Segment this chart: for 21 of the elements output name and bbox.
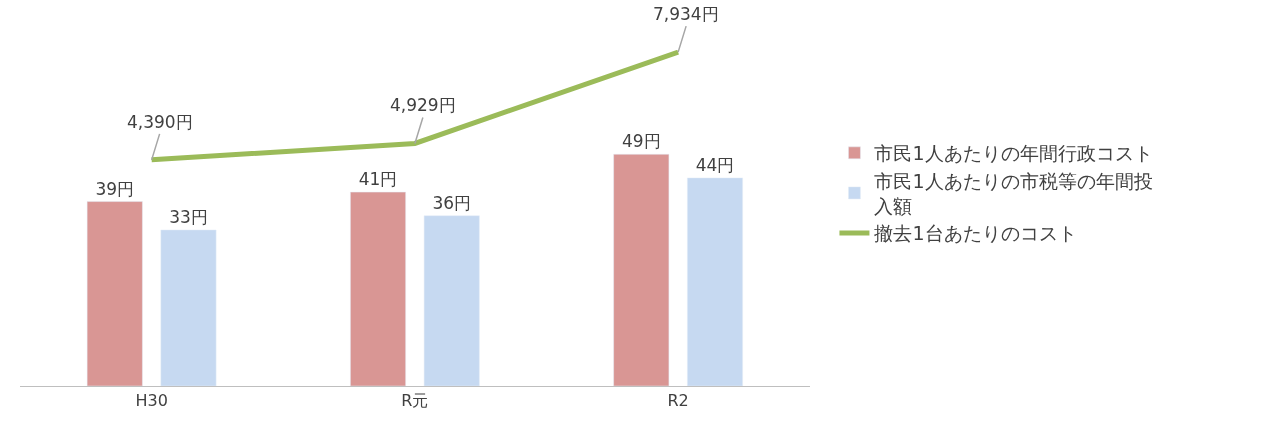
- data-label: 33円: [169, 206, 208, 227]
- bar: [350, 191, 406, 386]
- bar: [687, 177, 743, 386]
- bar: [423, 215, 480, 386]
- bar: [160, 229, 217, 386]
- bar: [86, 201, 143, 386]
- data-label: 39円: [95, 178, 135, 199]
- bar: [613, 154, 670, 386]
- data-label: 7,934円: [653, 4, 719, 24]
- data-label: 49円: [621, 131, 661, 152]
- x-tick-label: R2: [667, 391, 689, 411]
- data-label: 41円: [358, 169, 398, 190]
- legend-label: 市民1人あたりの年間行政コスト: [874, 142, 1153, 165]
- legend-label: 撤去1台あたりのコスト: [874, 222, 1077, 245]
- data-label: 44円: [695, 154, 735, 175]
- legend-label: 市民1人あたりの市税等の年間投入額: [874, 169, 1153, 217]
- data-label: 4,390円: [127, 112, 193, 132]
- data-label: 36円: [432, 192, 472, 213]
- x-tick-label: H30: [135, 391, 168, 411]
- x-tick-label: R元: [401, 391, 429, 411]
- data-label: 4,929円: [390, 95, 456, 115]
